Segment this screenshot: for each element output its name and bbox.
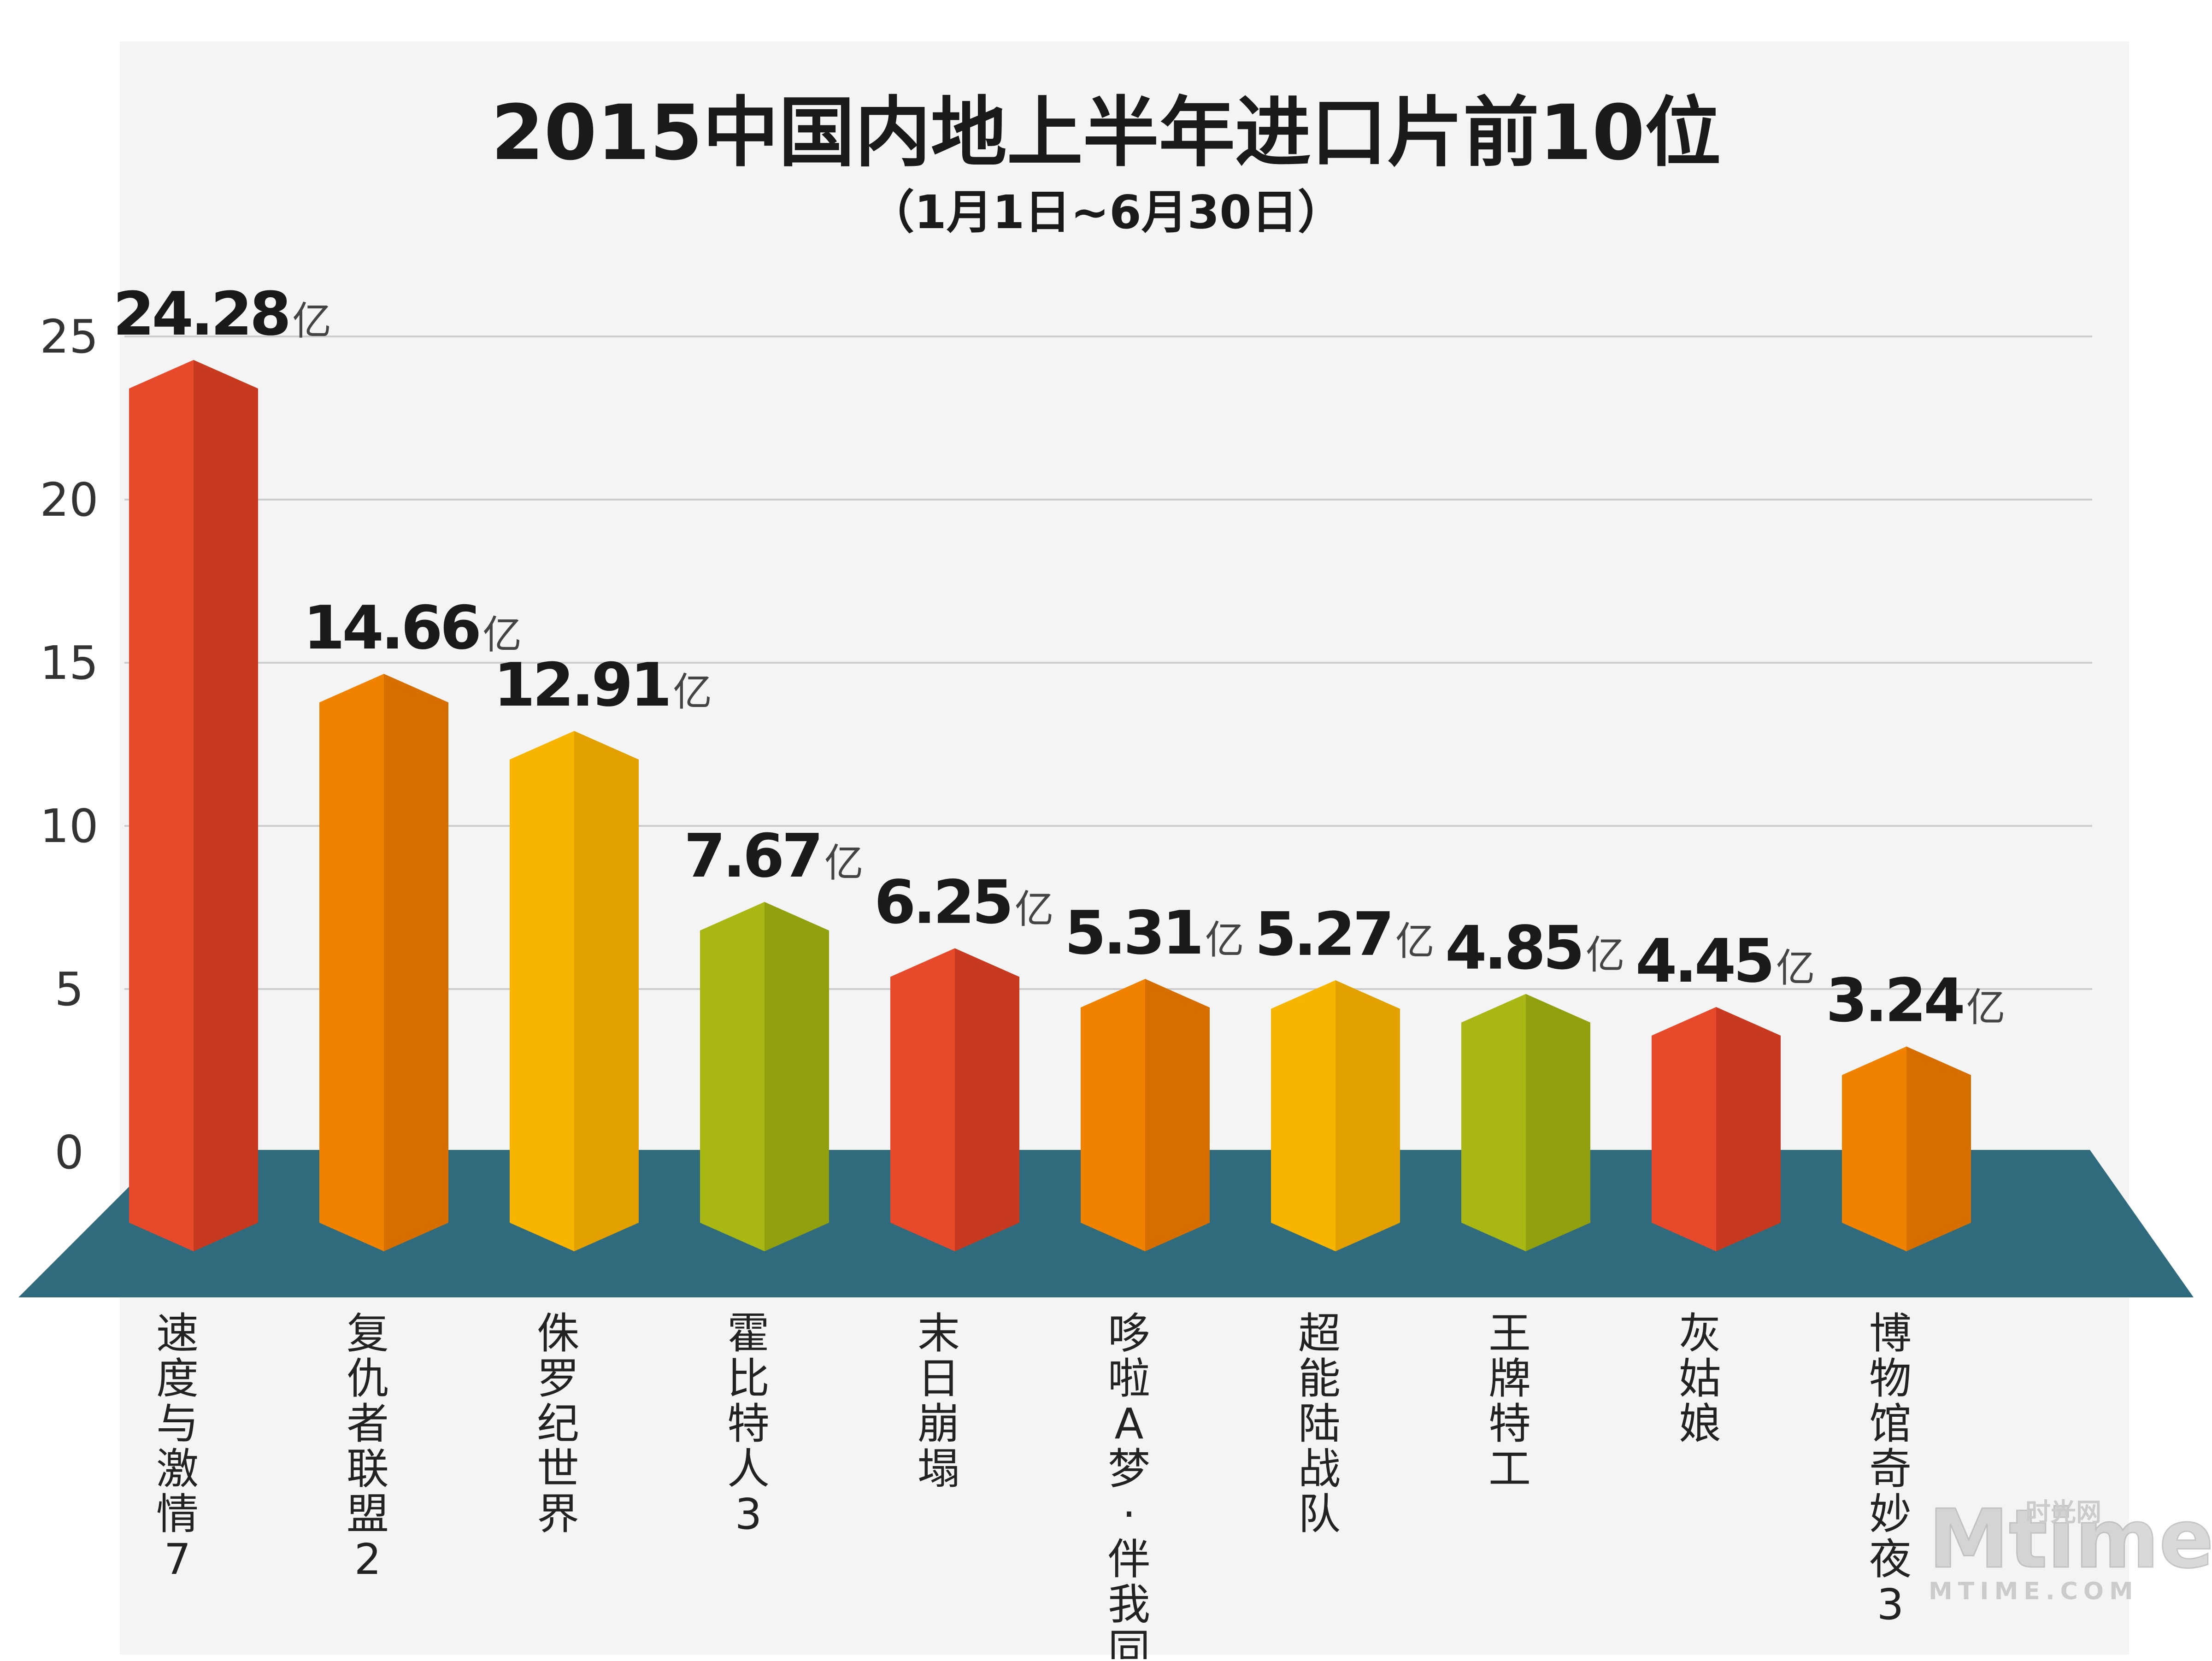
category-label: 速度与激情 7 <box>156 1309 199 1584</box>
bar <box>129 359 258 1251</box>
chart-subtitle: （1月1日~6月30日） <box>868 185 1344 239</box>
watermark-main: Mtime <box>1929 1493 2212 1586</box>
y-axis: 0 5 10 15 20 25 <box>40 310 98 1179</box>
bars <box>129 359 1971 1251</box>
bar-face <box>319 674 384 1251</box>
bar-side <box>194 359 258 1251</box>
bar <box>510 730 639 1251</box>
bar-face <box>510 730 574 1251</box>
y-tick-label: 20 <box>40 473 98 527</box>
chart-title: 2015中国内地上半年进口片前10位 <box>491 88 1721 177</box>
y-tick-label: 5 <box>54 962 84 1016</box>
bar-face <box>1842 1046 1906 1251</box>
bar-side <box>765 901 829 1251</box>
y-tick-label: 25 <box>40 310 98 364</box>
category-label: 灰姑娘 <box>1679 1309 1721 1449</box>
category-label: 霍比特人 3 <box>727 1309 770 1539</box>
bar-side <box>1145 979 1210 1251</box>
bar-side <box>955 948 1019 1251</box>
category-label: 复仇者联盟 2 <box>347 1309 389 1584</box>
watermark-url: MTIME.COM <box>1929 1578 2139 1605</box>
y-tick-label: 10 <box>40 799 98 853</box>
bar-side <box>1716 1007 1781 1251</box>
bar-side <box>574 730 639 1251</box>
bar <box>700 901 829 1251</box>
bar-side <box>1906 1046 1971 1251</box>
bar-face <box>129 359 194 1251</box>
bar-face <box>890 948 955 1251</box>
watermark-site: 时光网 <box>2025 1497 2101 1527</box>
chart-background <box>120 41 2129 1655</box>
bar <box>1652 1007 1781 1251</box>
bar-face <box>700 901 765 1251</box>
bar <box>1081 979 1210 1251</box>
bar-face <box>1081 979 1145 1251</box>
y-tick-label: 0 <box>54 1125 84 1179</box>
category-label: 侏罗纪世界 <box>537 1309 579 1539</box>
gridlines <box>124 336 2092 990</box>
bar-side <box>1335 980 1400 1251</box>
bar <box>1271 980 1400 1251</box>
bar-face <box>1461 994 1526 1251</box>
category-label: 超能陆战队 <box>1298 1309 1341 1539</box>
bar <box>1842 1046 1971 1251</box>
bar-face <box>1652 1007 1716 1251</box>
category-label: 王牌特工 <box>1488 1309 1531 1494</box>
watermark: Mtime 时光网 MTIME.COM <box>1928 1492 2212 1606</box>
bar-face <box>1271 980 1335 1251</box>
bar-side <box>384 674 448 1251</box>
bar <box>890 948 1019 1251</box>
bar <box>1461 994 1590 1251</box>
category-label: 博物馆奇妙夜 3 <box>1869 1309 1912 1629</box>
bar <box>319 674 448 1251</box>
bar-side <box>1526 994 1590 1251</box>
category-label: 末日崩塌 <box>918 1309 960 1494</box>
y-tick-label: 15 <box>40 636 98 690</box>
